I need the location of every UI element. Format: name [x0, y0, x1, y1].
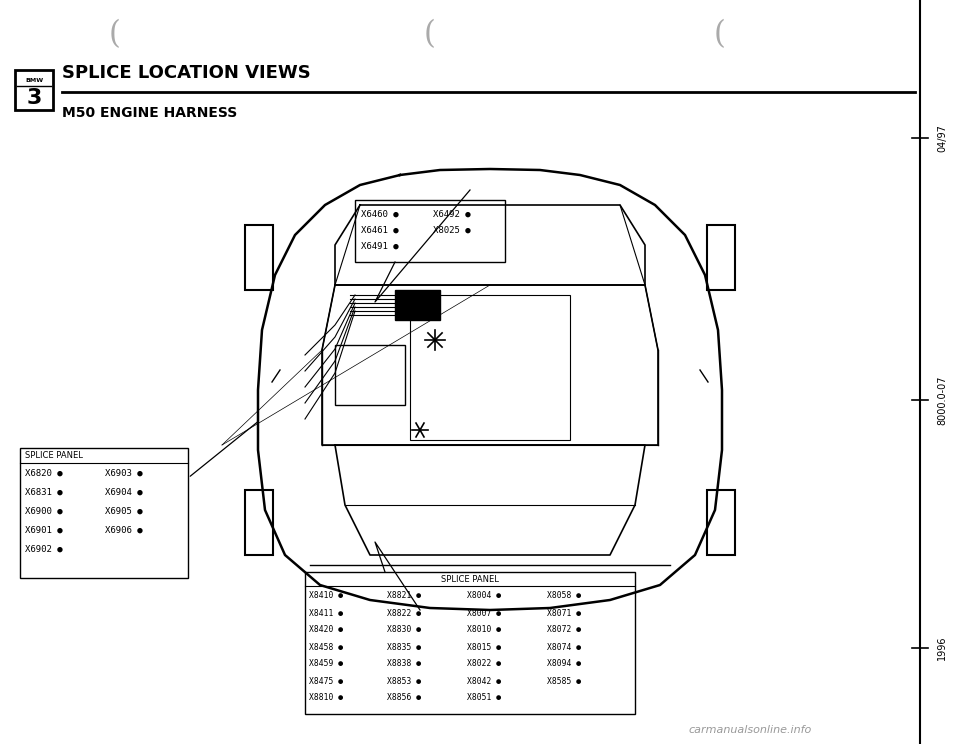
Text: X6460 ●: X6460 ● — [361, 210, 398, 219]
Bar — [707, 490, 735, 555]
Bar — [245, 490, 273, 555]
Bar — [20, 448, 188, 578]
Text: X6901 ●: X6901 ● — [25, 525, 62, 534]
Text: X8071 ●: X8071 ● — [547, 609, 581, 618]
Text: X8015 ●: X8015 ● — [467, 643, 501, 652]
Text: SPLICE LOCATION VIEWS: SPLICE LOCATION VIEWS — [62, 64, 311, 82]
Text: X8058 ●: X8058 ● — [547, 591, 581, 600]
Text: X8025 ●: X8025 ● — [433, 225, 470, 234]
Text: X8856 ●: X8856 ● — [387, 693, 421, 702]
Text: X8007 ●: X8007 ● — [467, 609, 501, 618]
Text: X6461 ●: X6461 ● — [361, 225, 398, 234]
Text: X8072 ●: X8072 ● — [547, 626, 581, 635]
Text: BMW: BMW — [25, 77, 43, 83]
Bar — [245, 225, 273, 290]
Text: 1996: 1996 — [937, 636, 947, 660]
Text: X8420 ●: X8420 ● — [309, 626, 343, 635]
Text: X8411 ●: X8411 ● — [309, 609, 343, 618]
Text: X8821 ●: X8821 ● — [387, 591, 421, 600]
Text: X8022 ●: X8022 ● — [467, 659, 501, 669]
Text: X8410 ●: X8410 ● — [309, 591, 343, 600]
Text: X8853 ●: X8853 ● — [387, 676, 421, 685]
Text: X8585 ●: X8585 ● — [547, 676, 581, 685]
Text: X6491 ●: X6491 ● — [361, 242, 398, 251]
Text: X6906 ●: X6906 ● — [105, 525, 143, 534]
Text: SPLICE PANEL: SPLICE PANEL — [25, 452, 83, 461]
Bar — [410, 295, 570, 440]
Text: X8010 ●: X8010 ● — [467, 626, 501, 635]
Text: X6902 ●: X6902 ● — [25, 545, 62, 554]
Bar — [395, 290, 440, 320]
Text: X8810 ●: X8810 ● — [309, 693, 343, 702]
Text: X8004 ●: X8004 ● — [467, 591, 501, 600]
Text: X8835 ●: X8835 ● — [387, 643, 421, 652]
Text: carmanualsonline.info: carmanualsonline.info — [688, 725, 811, 735]
Text: X8051 ●: X8051 ● — [467, 693, 501, 702]
Bar — [335, 345, 405, 405]
Text: SPLICE PANEL: SPLICE PANEL — [441, 574, 499, 583]
Bar — [707, 225, 735, 290]
Text: X8830 ●: X8830 ● — [387, 626, 421, 635]
Text: X6492 ●: X6492 ● — [433, 210, 470, 219]
Bar — [355, 200, 505, 262]
Bar — [305, 572, 635, 714]
Bar — [15, 70, 53, 110]
Text: (: ( — [424, 19, 436, 51]
Text: X8475 ●: X8475 ● — [309, 676, 343, 685]
Text: X6905 ●: X6905 ● — [105, 507, 143, 516]
Text: X8822 ●: X8822 ● — [387, 609, 421, 618]
Text: M50 ENGINE HARNESS: M50 ENGINE HARNESS — [62, 106, 237, 120]
Text: 3: 3 — [26, 88, 41, 108]
Text: X6903 ●: X6903 ● — [105, 469, 143, 478]
Text: X8074 ●: X8074 ● — [547, 643, 581, 652]
Text: X8838 ●: X8838 ● — [387, 659, 421, 669]
Text: X8094 ●: X8094 ● — [547, 659, 581, 669]
Text: 8000.0-07: 8000.0-07 — [937, 375, 947, 425]
Text: X6831 ●: X6831 ● — [25, 487, 62, 496]
Text: X8459 ●: X8459 ● — [309, 659, 343, 669]
Text: X8458 ●: X8458 ● — [309, 643, 343, 652]
Text: 04/97: 04/97 — [937, 124, 947, 152]
Text: X6900 ●: X6900 ● — [25, 507, 62, 516]
Text: X6820 ●: X6820 ● — [25, 469, 62, 478]
Text: (: ( — [109, 19, 121, 51]
Text: X6904 ●: X6904 ● — [105, 487, 143, 496]
Text: (: ( — [714, 19, 726, 51]
Text: X8042 ●: X8042 ● — [467, 676, 501, 685]
